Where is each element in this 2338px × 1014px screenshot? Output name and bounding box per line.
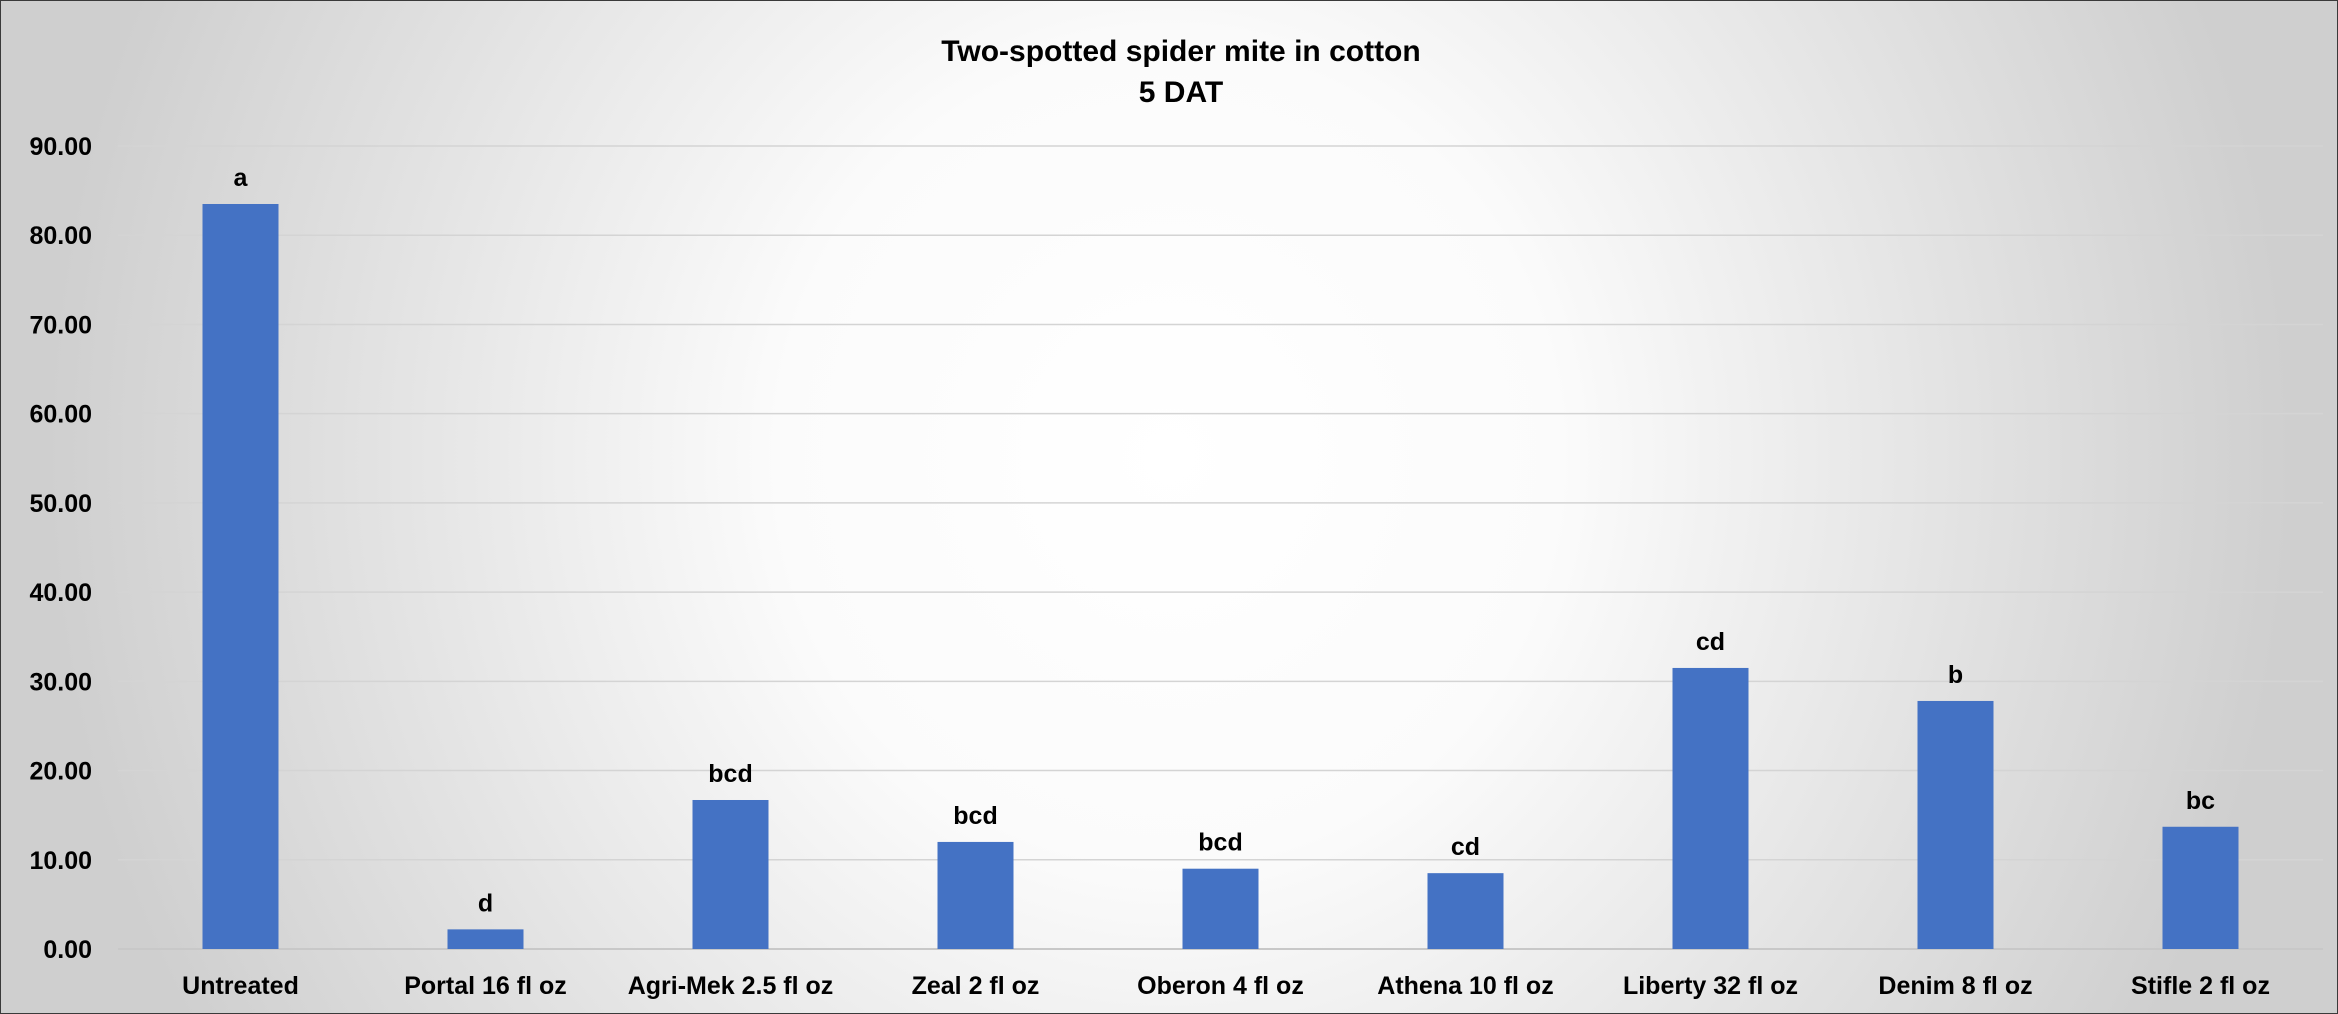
y-tick-label: 90.00: [29, 133, 92, 161]
bar: [2162, 826, 2239, 949]
y-tick-label: 10.00: [29, 847, 92, 875]
y-tick-label: 0.00: [43, 936, 92, 964]
data-label: b: [1948, 661, 1963, 689]
y-tick-label: 80.00: [29, 222, 92, 250]
x-axis: Untreated Portal 16 fl oz Agri-Mek 2.5 fl …: [182, 972, 2270, 1000]
chart-title: Two-spotted spider mite in cotton: [941, 35, 1420, 68]
bar: [937, 841, 1014, 949]
bar: [1182, 868, 1259, 949]
x-tick-label: Agri-Mek 2.5 fl oz: [628, 972, 834, 1000]
x-tick-label: Portal 16 fl oz: [404, 972, 567, 1000]
bars: [202, 203, 2239, 949]
y-axis: 0.00 10.00 20.00 30.00 40.00 50.00 60.00 70.00 8…: [29, 133, 92, 964]
x-tick-label: Oberon 4 fl oz: [1137, 972, 1304, 1000]
data-label: bcd: [708, 760, 752, 788]
y-tick-label: 60.00: [29, 401, 92, 429]
data-label: bc: [2186, 787, 2215, 815]
x-tick-label: Untreated: [182, 972, 299, 1000]
gridlines: [118, 145, 2323, 950]
x-tick-label: Zeal 2 fl oz: [912, 972, 1040, 1000]
y-tick-label: 70.00: [29, 311, 92, 339]
y-tick-label: 40.00: [29, 579, 92, 607]
data-label: a: [234, 164, 249, 192]
data-label: bcd: [1198, 829, 1242, 857]
x-tick-label: Athena 10 fl oz: [1377, 972, 1553, 1000]
y-tick-label: 30.00: [29, 668, 92, 696]
y-tick-label: 50.00: [29, 490, 92, 518]
bar: [1672, 667, 1749, 949]
data-labels: a d bcd bcd bcd cd cd b bc: [234, 164, 2216, 917]
data-label: d: [478, 889, 493, 917]
bar: [447, 929, 524, 949]
y-tick-label: 20.00: [29, 758, 92, 786]
bar: [1917, 700, 1994, 949]
chart-subtitle: 5 DAT: [1139, 76, 1223, 109]
x-tick-label: Liberty 32 fl oz: [1623, 972, 1798, 1000]
data-label: cd: [1451, 833, 1480, 861]
data-label: bcd: [953, 802, 997, 830]
x-tick-label: Denim 8 fl oz: [1878, 972, 2032, 1000]
x-tick-label: Stifle 2 fl oz: [2131, 972, 2270, 1000]
data-label: cd: [1696, 628, 1725, 656]
bar: [692, 799, 769, 949]
bar: [202, 203, 279, 949]
bar: [1427, 873, 1504, 949]
